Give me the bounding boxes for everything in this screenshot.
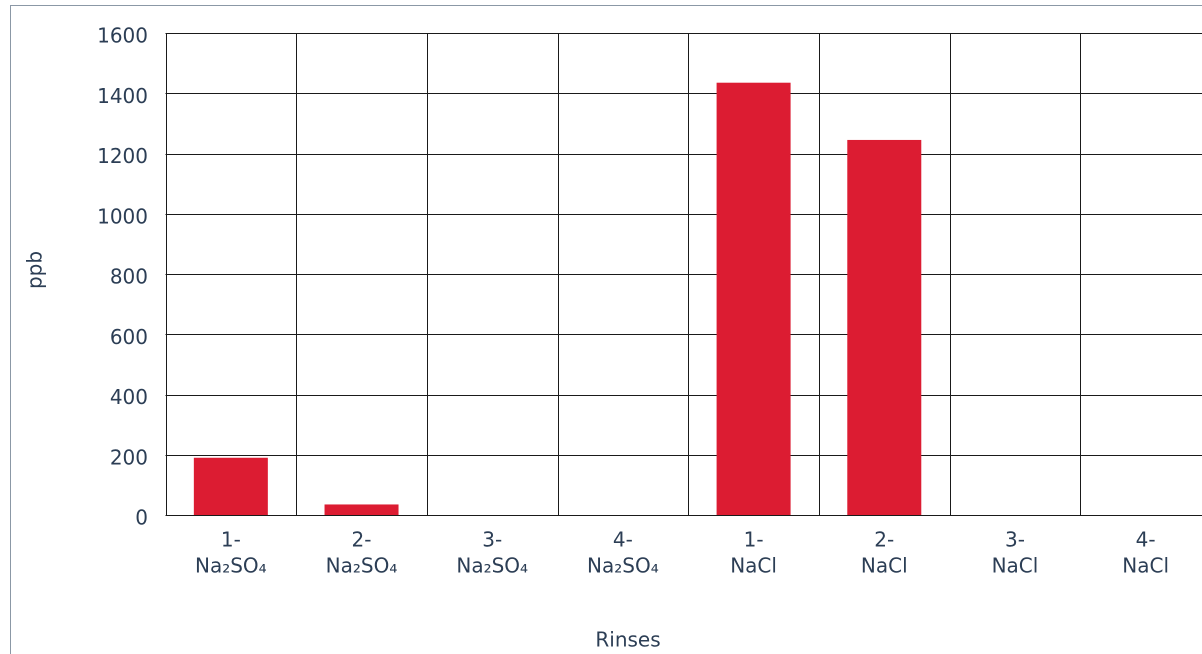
x-tick-label: 2- (874, 528, 894, 552)
bar (847, 139, 922, 515)
y-tick-label: 1400 (97, 84, 148, 108)
x-tick-label: 1- (221, 528, 241, 552)
bar (324, 504, 399, 515)
x-tick-label: Na₂SO₄ (195, 554, 267, 578)
y-tick-label: 1200 (97, 144, 148, 168)
y-tick-label: 200 (110, 445, 148, 469)
x-axis-label: Rinses (595, 628, 660, 652)
x-tick-label: 3- (482, 528, 502, 552)
x-tick-label: NaCl (730, 554, 777, 578)
x-tick-label: Na₂SO₄ (456, 554, 528, 578)
x-tick-label: Na₂SO₄ (587, 554, 659, 578)
x-tick-label: 1- (744, 528, 764, 552)
x-tick-label: Na₂SO₄ (326, 554, 398, 578)
x-tick-label: NaCl (992, 554, 1039, 578)
x-tick-label: 4- (1136, 528, 1156, 552)
chart-frame (10, 5, 1202, 654)
x-tick-label: 4- (613, 528, 633, 552)
y-tick-label: 600 (110, 325, 148, 349)
y-tick-label: 0 (135, 506, 148, 530)
x-tick-label: 2- (352, 528, 372, 552)
y-tick-label: 400 (110, 385, 148, 409)
y-tick-label: 1000 (97, 204, 148, 228)
y-tick-label: 800 (110, 265, 148, 289)
x-tick-label: NaCl (1122, 554, 1169, 578)
y-tick-label: 1600 (97, 24, 148, 48)
bar (716, 82, 791, 516)
bar (193, 457, 268, 515)
y-axis-label: ppb (23, 251, 47, 289)
x-tick-label: 3- (1005, 528, 1025, 552)
x-tick-label: NaCl (861, 554, 908, 578)
